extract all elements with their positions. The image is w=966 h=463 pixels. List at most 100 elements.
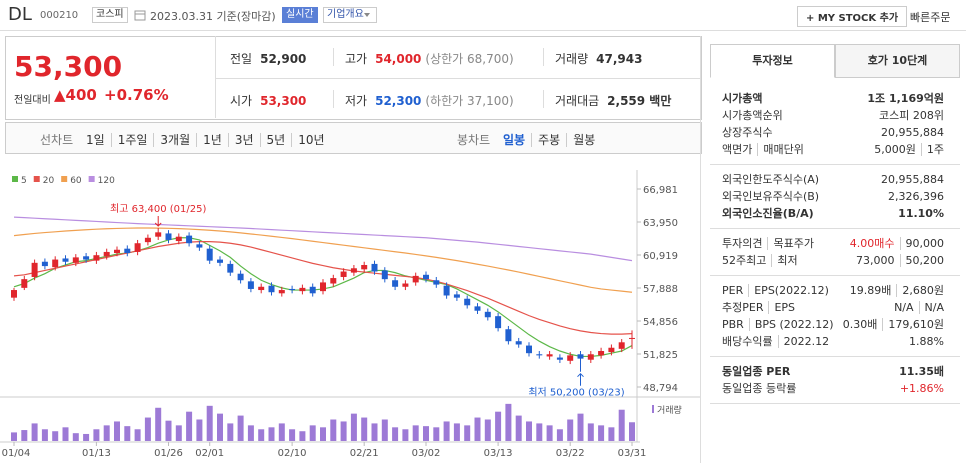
x-tick-label: 03/02: [412, 448, 441, 459]
summary-item: 시가 53,300: [230, 92, 306, 109]
current-price: 53,300: [14, 50, 123, 83]
period-tab[interactable]: 1년: [196, 133, 228, 147]
info-label: 추정PER EPS: [722, 299, 796, 316]
info-label: 외국인소진율(B/A): [722, 205, 814, 222]
candle-body: [217, 259, 223, 263]
value-part: N/A: [918, 301, 944, 314]
volume-bar: [41, 429, 48, 441]
volume-bar: [546, 425, 553, 441]
legend-swatch: [33, 176, 40, 182]
volume-bar: [299, 431, 306, 441]
legend-swatch: [61, 176, 68, 182]
base-date: 2023.03.31 기준(장마감): [150, 10, 276, 23]
summary-item: 전일 52,900: [230, 50, 306, 67]
period-tab[interactable]: 1일: [86, 133, 105, 147]
volume-bar: [165, 420, 172, 441]
info-label: 배당수익률 2022.12: [722, 333, 830, 350]
info-label: 외국인한도주식수(A): [722, 171, 819, 188]
candle-body: [505, 329, 512, 342]
volume-bar: [237, 415, 244, 441]
period-tab[interactable]: 1주일: [110, 133, 154, 147]
label-part: 매매단위: [757, 143, 804, 156]
label-part: 배당수익률: [722, 335, 773, 348]
divider: [543, 90, 544, 108]
volume-bar: [320, 427, 326, 441]
y-tick-label: 63,950: [643, 218, 678, 229]
candle-body: [83, 256, 90, 260]
label-part: 동일업종 등락률: [722, 382, 797, 395]
summary-label: 거래량: [555, 52, 589, 66]
candle-tab[interactable]: 월봉: [566, 133, 602, 147]
info-label: 시가총액순위: [722, 107, 783, 124]
volume-bar: [381, 419, 388, 441]
info-label: 52주최고 최저: [722, 252, 798, 269]
volume-bar: [62, 427, 69, 441]
period-tab[interactable]: 10년: [291, 133, 331, 147]
candle-body: [546, 354, 553, 357]
label-part: 추정PER: [722, 301, 764, 314]
candle-body: [309, 286, 316, 294]
period-tab[interactable]: 3개월: [153, 133, 197, 147]
candle-tab[interactable]: 일봉: [503, 133, 526, 147]
period-tab[interactable]: 5년: [259, 133, 292, 147]
info-row: 동일업종 등락률 +1.86%: [710, 380, 960, 397]
company-button[interactable]: 기업개요: [323, 7, 377, 23]
volume-bar: [495, 411, 502, 441]
info-label: PBR BPS (2022.12): [722, 316, 834, 333]
summary-label: 거래대금: [555, 94, 600, 108]
x-tick-label: 02/01: [195, 448, 224, 459]
candle-body: [567, 355, 574, 361]
candle-body: [299, 287, 306, 292]
info-row: 외국인소진율(B/A) 11.10%: [710, 205, 960, 222]
candle-body: [21, 279, 28, 288]
period-tab[interactable]: 3년: [227, 133, 260, 147]
volume-bar: [371, 423, 378, 441]
candle-body: [536, 354, 543, 356]
volume-bar: [278, 423, 285, 441]
invest-panel: 투자정보 호가 10단계 시가총액 1조 1,169억원 시가총액순위 코스피 208위 상…: [710, 44, 960, 404]
volume-bar: [330, 419, 337, 441]
high-arrow: [154, 215, 162, 227]
label-part: 액면가: [722, 143, 753, 156]
panel-tabs: 투자정보 호가 10단계: [710, 44, 960, 78]
realtime-button[interactable]: 실시간: [282, 7, 318, 23]
volume-bar: [21, 430, 28, 441]
mystock-button[interactable]: + MY STOCK 추가: [797, 6, 908, 27]
candle-body: [577, 354, 584, 359]
candle-body: [144, 237, 151, 243]
panel-tab[interactable]: 투자정보: [710, 44, 835, 78]
panel-tab[interactable]: 호가 10단계: [835, 44, 960, 78]
value-part: 2,680원: [896, 284, 944, 297]
info-row: 투자의견 목표주가 4.00매수 90,000: [710, 235, 960, 252]
info-value: N/A N/A: [894, 299, 944, 316]
candle-body: [268, 285, 275, 293]
label-part: 시가총액: [722, 92, 763, 105]
value-part: 2,326,396: [888, 190, 944, 203]
volume-bar: [124, 426, 131, 441]
candle-body: [350, 268, 357, 273]
volume-bar: [258, 429, 265, 441]
volume-bar: [474, 417, 481, 441]
label-part: EPS: [768, 301, 796, 314]
low-annotation: 최저 50,200 (03/23): [528, 387, 624, 399]
label-part: BPS (2022.12): [748, 318, 834, 331]
volume-bar: [11, 432, 17, 441]
header-divider: [0, 30, 966, 31]
candle-body: [515, 341, 522, 345]
volume-bar: [505, 403, 512, 441]
volume-bar: [247, 425, 254, 441]
summary-value: 52,300: [375, 94, 422, 108]
change-rate: +0.76%: [104, 86, 169, 104]
info-value: 0.30배 179,610원: [843, 316, 944, 333]
quick-order[interactable]: 빠른주문: [910, 11, 951, 24]
volume-legend-swatch: [652, 405, 654, 413]
summary-item: 저가 52,300 (하한가 37,100): [345, 92, 514, 109]
label-part: 2022.12: [777, 335, 830, 348]
candle-body: [556, 357, 563, 360]
candle-body: [93, 255, 100, 261]
info-value: 19.89배 2,680원: [850, 282, 944, 299]
candle-body: [175, 236, 182, 242]
candle-body: [340, 271, 347, 277]
volume-bar: [289, 429, 296, 441]
candle-tab[interactable]: 주봉: [531, 133, 567, 147]
